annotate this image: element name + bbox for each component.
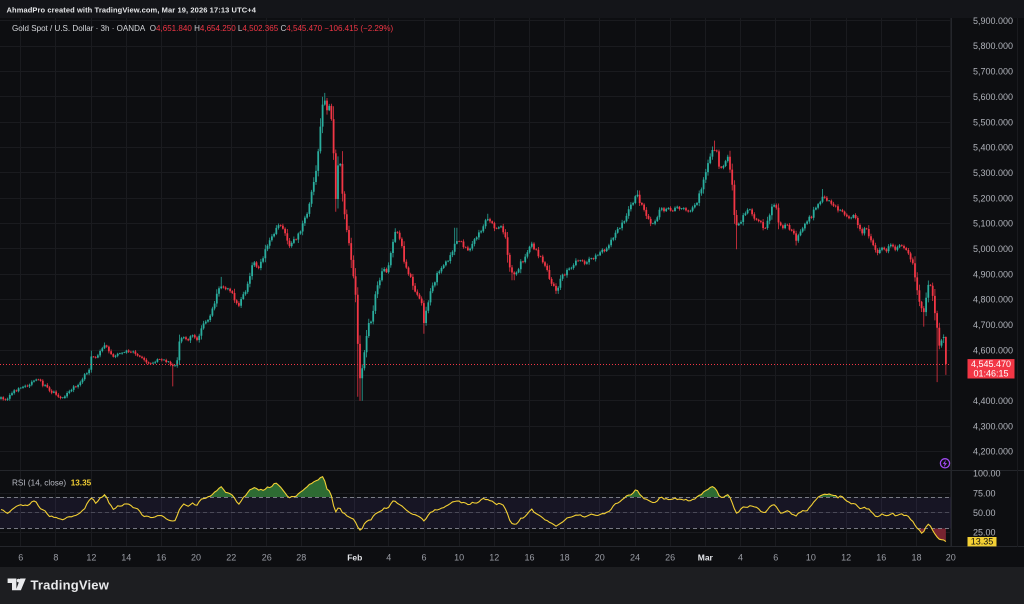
svg-text:4: 4 [386, 552, 391, 562]
svg-text:5,500.000: 5,500.000 [973, 117, 1013, 127]
svg-text:20: 20 [191, 552, 201, 562]
svg-text:25.00: 25.00 [973, 528, 996, 538]
svg-text:4,200.000: 4,200.000 [973, 447, 1013, 457]
svg-text:18: 18 [911, 552, 921, 562]
svg-text:5,000.000: 5,000.000 [973, 244, 1013, 254]
svg-text:4,800.000: 4,800.000 [973, 295, 1013, 305]
svg-text:RSI (14, close) 13.35: RSI (14, close) 13.35 [12, 479, 92, 488]
svg-text:4,900.000: 4,900.000 [973, 269, 1013, 279]
svg-text:Feb: Feb [347, 552, 362, 562]
svg-text:5,700.000: 5,700.000 [973, 67, 1013, 77]
svg-text:4,400.000: 4,400.000 [973, 396, 1013, 406]
svg-text:6: 6 [773, 552, 778, 562]
svg-text:18: 18 [560, 552, 570, 562]
svg-text:24: 24 [630, 552, 640, 562]
svg-text:AhmadPro created with TradingV: AhmadPro created with TradingView.com, M… [7, 5, 257, 14]
svg-text:4,545.470: 4,545.470 [971, 359, 1011, 369]
svg-text:5,900.000: 5,900.000 [973, 16, 1013, 26]
svg-text:75.00: 75.00 [973, 488, 996, 498]
svg-text:16: 16 [524, 552, 534, 562]
svg-text:5,400.000: 5,400.000 [973, 143, 1013, 153]
svg-text:01:46:15: 01:46:15 [973, 369, 1008, 379]
svg-text:16: 16 [876, 552, 886, 562]
svg-text:20: 20 [595, 552, 605, 562]
svg-text:Gold Spot / U.S. Dollar · 3h ·: Gold Spot / U.S. Dollar · 3h · OANDA O4,… [12, 24, 394, 33]
svg-text:4,300.000: 4,300.000 [973, 421, 1013, 431]
svg-text:22: 22 [226, 552, 236, 562]
svg-text:20: 20 [946, 552, 956, 562]
svg-text:Mar: Mar [698, 552, 714, 562]
svg-text:8: 8 [53, 552, 58, 562]
svg-text:12: 12 [86, 552, 96, 562]
svg-text:26: 26 [665, 552, 675, 562]
svg-text:28: 28 [296, 552, 306, 562]
svg-text:26: 26 [262, 552, 272, 562]
svg-text:5,800.000: 5,800.000 [973, 41, 1013, 51]
svg-text:5,200.000: 5,200.000 [973, 193, 1013, 203]
svg-text:50.00: 50.00 [973, 508, 996, 518]
svg-text:4,600.000: 4,600.000 [973, 345, 1013, 355]
svg-text:6: 6 [421, 552, 426, 562]
svg-text:13.35: 13.35 [971, 537, 994, 547]
svg-text:10: 10 [806, 552, 816, 562]
svg-text:10: 10 [454, 552, 464, 562]
svg-text:6: 6 [18, 552, 23, 562]
svg-text:5,600.000: 5,600.000 [973, 92, 1013, 102]
svg-text:16: 16 [156, 552, 166, 562]
svg-text:TradingView: TradingView [31, 577, 110, 592]
svg-text:4: 4 [738, 552, 743, 562]
svg-text:4,700.000: 4,700.000 [973, 320, 1013, 330]
svg-text:14: 14 [121, 552, 131, 562]
svg-text:5,100.000: 5,100.000 [973, 219, 1013, 229]
svg-text:5,300.000: 5,300.000 [973, 168, 1013, 178]
svg-text:100.00: 100.00 [973, 469, 1001, 479]
svg-text:12: 12 [489, 552, 499, 562]
svg-text:12: 12 [841, 552, 851, 562]
